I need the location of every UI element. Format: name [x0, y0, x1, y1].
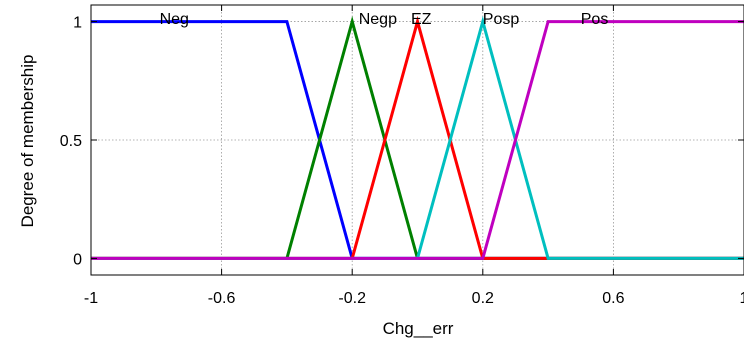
y-tick-label: 1 — [73, 15, 82, 32]
grid-lines — [91, 5, 744, 275]
plot-frame — [90, 4, 744, 276]
y-tick-label: 0 — [73, 251, 82, 268]
mf-label-negp: Negp — [359, 11, 397, 28]
mf-label-posp: Posp — [483, 11, 520, 28]
y-axis-label: Degree of membership — [18, 55, 37, 228]
x-tick-label: 0.6 — [602, 290, 624, 307]
x-tick-label: 1 — [740, 290, 744, 307]
y-tick-label: 0.5 — [60, 133, 82, 150]
mf-label-pos: Pos — [581, 11, 609, 28]
membership-labels: Neg Negp EZ Posp Pos — [160, 11, 609, 28]
series-lines — [91, 15, 744, 260]
mf-label-ez: EZ — [411, 11, 432, 28]
series-line-pos — [91, 20, 744, 260]
x-tick-label: 0.2 — [472, 290, 494, 307]
x-axis-label: Chg__err — [383, 319, 454, 338]
x-tick-label: -0.2 — [338, 290, 366, 307]
x-tick-label: -1 — [84, 290, 98, 307]
mf-label-neg: Neg — [160, 11, 189, 28]
x-tick-label: -0.6 — [208, 290, 236, 307]
tick-labels: -1 -0.6 -0.2 0.2 0.6 1 0 0.5 1 — [60, 15, 744, 307]
